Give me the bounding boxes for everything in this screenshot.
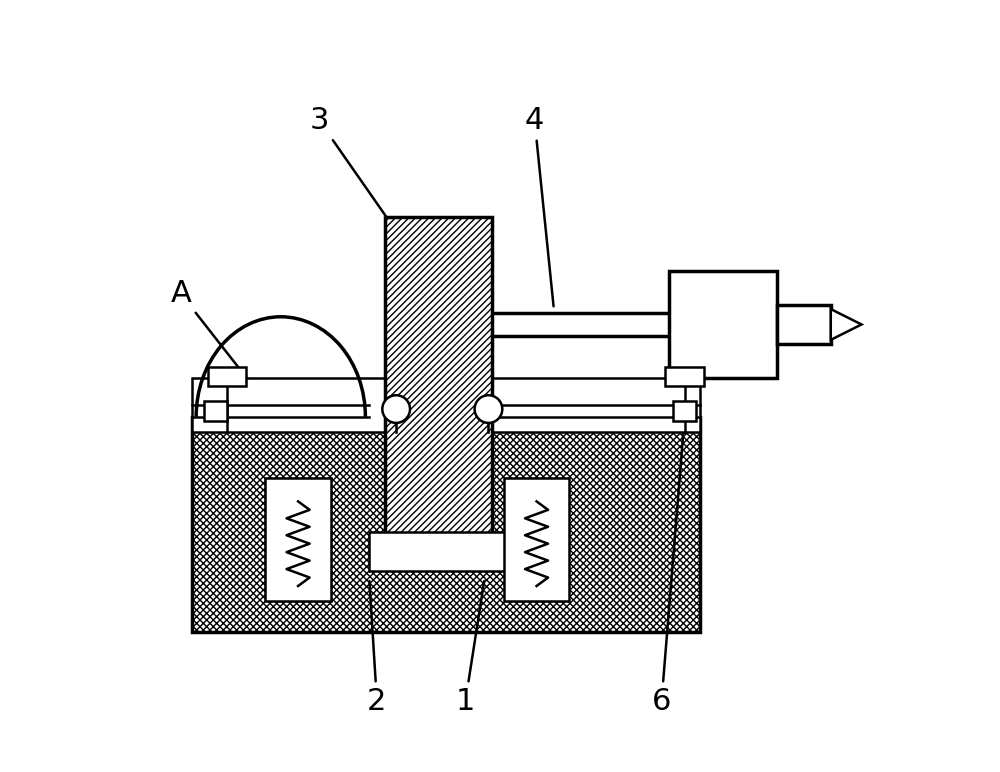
Bar bbox=[673, 401, 696, 421]
Text: 6: 6 bbox=[652, 419, 684, 716]
Text: A: A bbox=[170, 279, 248, 380]
Bar bbox=[385, 217, 492, 540]
Bar bbox=[192, 417, 700, 632]
Bar bbox=[192, 417, 700, 632]
Text: 2: 2 bbox=[367, 581, 387, 716]
Text: 4: 4 bbox=[525, 106, 554, 306]
Bar bbox=[385, 217, 492, 540]
Bar bbox=[208, 367, 246, 386]
Bar bbox=[265, 479, 331, 601]
Bar bbox=[369, 532, 508, 571]
Bar bbox=[665, 367, 704, 386]
Bar bbox=[504, 479, 569, 601]
Bar bbox=[777, 305, 831, 344]
Circle shape bbox=[475, 395, 502, 423]
Text: 1: 1 bbox=[456, 581, 484, 716]
Bar bbox=[669, 271, 777, 378]
Bar bbox=[192, 378, 700, 432]
Circle shape bbox=[382, 395, 410, 423]
Text: 3: 3 bbox=[309, 106, 406, 245]
Polygon shape bbox=[831, 309, 862, 340]
Bar bbox=[204, 401, 227, 421]
